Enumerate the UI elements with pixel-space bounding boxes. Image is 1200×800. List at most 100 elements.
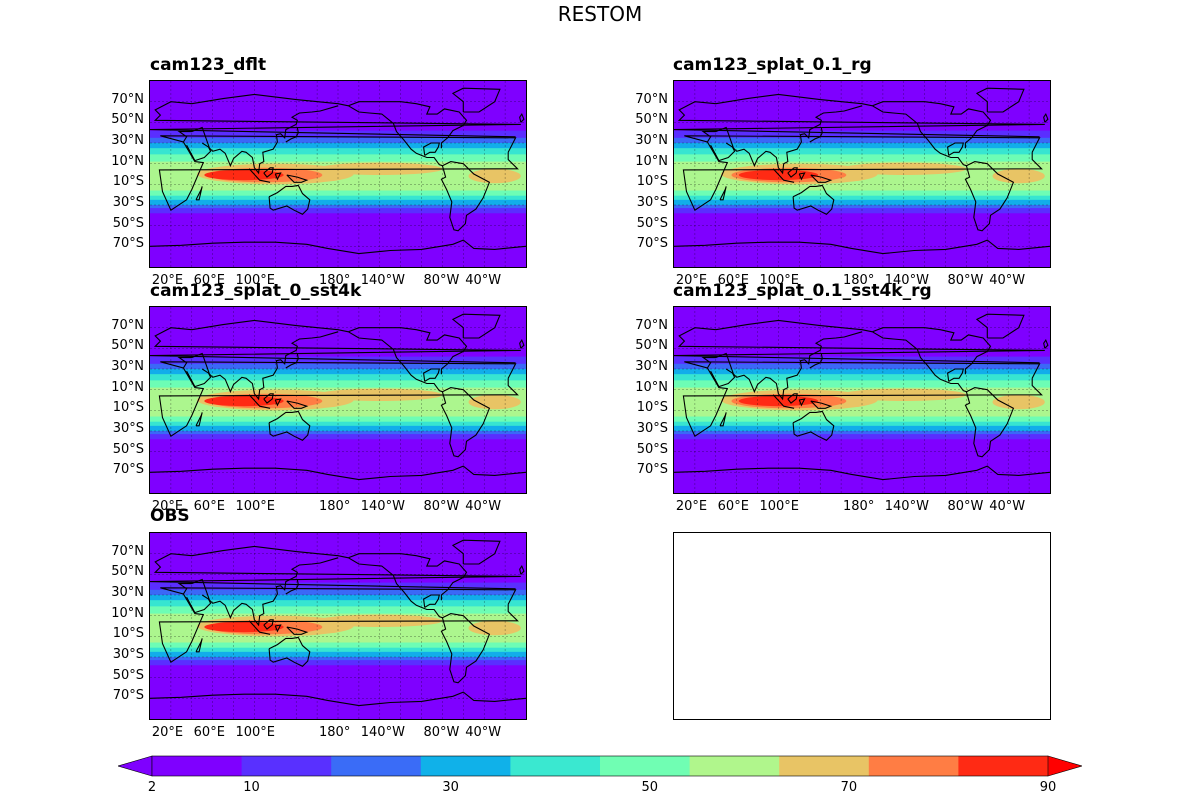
colorbar-segment <box>331 756 422 776</box>
lon-tick-label: 140°W <box>884 499 929 514</box>
lat-tick-label: 70°N <box>635 317 668 333</box>
lat-tick-label: 70°N <box>635 91 668 107</box>
lon-tick-label: 80°W <box>947 273 984 288</box>
map-svg <box>150 307 526 493</box>
map-svg <box>150 533 526 719</box>
lat-tick-label: 10°S <box>112 174 144 190</box>
lat-tick-label: 50°S <box>112 667 144 683</box>
lat-tick-label: 10°N <box>111 379 144 395</box>
lon-tick-label: 80°W <box>423 725 460 740</box>
lat-tick-label: 50°N <box>635 338 668 354</box>
lon-tick-label: 40°W <box>989 499 1026 514</box>
panel-title-4: cam123_splat_0.1_sst4k_rg <box>673 281 932 301</box>
figure-title: RESTOM <box>557 2 643 26</box>
panel-title-5: OBS <box>150 506 190 526</box>
lon-tick-label: 40°W <box>465 273 502 288</box>
colorbar-segment <box>600 756 691 776</box>
lat-tick-label: 30°N <box>111 133 144 148</box>
map-svg <box>150 81 526 267</box>
lon-tick-label: 180° <box>319 725 351 740</box>
lon-tick-label: 20°E <box>151 499 184 514</box>
lat-tick-label: 70°S <box>636 236 668 252</box>
lon-tick-label: 20°E <box>675 499 708 514</box>
map-svg <box>674 307 1050 493</box>
lon-tick-label: 20°E <box>675 273 708 288</box>
lat-tick-label: 10°N <box>635 153 668 169</box>
lat-tick-label: 70°S <box>636 462 668 478</box>
lon-tick-label: 100°E <box>235 725 275 740</box>
lon-tick-label: 40°W <box>989 273 1026 288</box>
lon-tick-label: 140°W <box>884 273 929 288</box>
lon-tick-label: 60°E <box>717 273 749 288</box>
lon-tick-label: 180° <box>843 499 875 514</box>
colorbar-segment <box>868 756 959 776</box>
lat-tick-label: 30°S <box>636 421 668 436</box>
lat-tick-label: 50°S <box>636 215 668 231</box>
colorbar-segment <box>958 756 1049 776</box>
colorbar-tick-label: 90 <box>1039 780 1057 795</box>
lon-tick-label: 140°W <box>360 273 405 288</box>
lon-tick-label: 100°E <box>235 273 275 288</box>
lat-tick-label: 50°N <box>111 564 144 580</box>
lon-tick-label: 180° <box>319 273 351 288</box>
map-panel-3 <box>149 306 527 494</box>
map-svg <box>674 81 1050 267</box>
lat-tick-label: 30°N <box>111 359 144 374</box>
colorbar-tick-label: 50 <box>641 780 659 795</box>
lon-tick-label: 180° <box>319 499 351 514</box>
lat-tick-label: 30°S <box>112 195 144 210</box>
lat-tick-label: 30°N <box>635 359 668 374</box>
lat-tick-label: 10°S <box>112 626 144 642</box>
lon-tick-label: 60°E <box>193 273 225 288</box>
colorbar-segment <box>241 756 332 776</box>
lon-tick-label: 80°W <box>423 273 460 288</box>
colorbar-tick-label: 30 <box>442 780 459 795</box>
lon-tick-label: 20°E <box>151 725 184 740</box>
colorbar-segment <box>779 756 870 776</box>
lon-tick-label: 40°W <box>465 725 502 740</box>
panel-title-2: cam123_splat_0.1_rg <box>673 55 872 75</box>
panel-title-3: cam123_splat_0_sst4k <box>150 281 362 301</box>
colorbar-tick-label: 2 <box>147 780 157 795</box>
lat-tick-label: 50°S <box>112 215 144 231</box>
lat-tick-label: 70°S <box>112 688 144 704</box>
colorbar <box>118 755 1082 777</box>
lat-tick-label: 10°N <box>111 153 144 169</box>
lat-tick-label: 10°S <box>636 400 668 416</box>
lat-tick-label: 50°S <box>636 441 668 457</box>
lon-tick-label: 60°E <box>717 499 749 514</box>
lon-tick-label: 60°E <box>193 499 225 514</box>
lon-tick-label: 100°E <box>759 499 799 514</box>
lat-tick-label: 50°S <box>112 441 144 457</box>
lat-tick-label: 30°S <box>112 421 144 436</box>
lon-tick-label: 100°E <box>759 273 799 288</box>
lon-tick-label: 40°W <box>465 499 502 514</box>
lat-tick-label: 30°N <box>111 585 144 600</box>
lon-tick-label: 180° <box>843 273 875 288</box>
colorbar-segment <box>689 756 780 776</box>
lat-tick-label: 10°S <box>112 400 144 416</box>
colorbar-segment <box>152 756 243 776</box>
lat-tick-label: 70°S <box>112 236 144 252</box>
lat-tick-label: 70°N <box>111 91 144 107</box>
lat-tick-label: 10°N <box>635 379 668 395</box>
lat-tick-label: 50°N <box>111 112 144 128</box>
lat-tick-label: 10°N <box>111 605 144 621</box>
map-panel-5 <box>149 532 527 720</box>
lon-tick-label: 80°W <box>423 499 460 514</box>
map-panel-empty <box>673 532 1051 720</box>
colorbar-segment <box>420 756 511 776</box>
lon-tick-label: 60°E <box>193 725 225 740</box>
lon-tick-label: 140°W <box>360 499 405 514</box>
lat-tick-label: 30°S <box>636 195 668 210</box>
map-panel-2 <box>673 80 1051 268</box>
lat-tick-label: 70°S <box>112 462 144 478</box>
colorbar-segment <box>510 756 601 776</box>
lon-tick-label: 140°W <box>360 725 405 740</box>
map-panel-4 <box>673 306 1051 494</box>
lon-tick-label: 20°E <box>151 273 184 288</box>
panel-title-1: cam123_dflt <box>150 55 267 75</box>
lat-tick-label: 70°N <box>111 317 144 333</box>
colorbar-tick-label: 70 <box>840 780 858 795</box>
lat-tick-label: 70°N <box>111 543 144 559</box>
